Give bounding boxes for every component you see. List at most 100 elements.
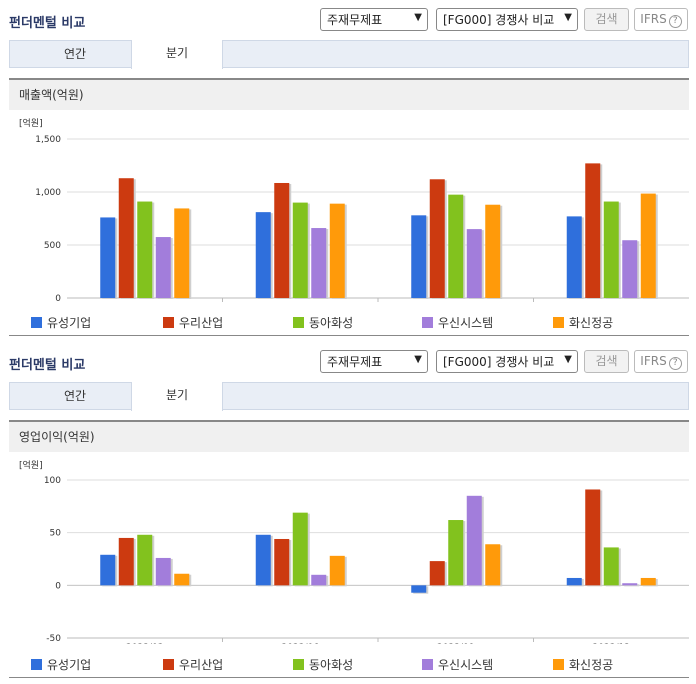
legend-swatch <box>553 659 564 670</box>
x-tick-label: 2023/03 <box>126 643 163 644</box>
legend-label: 우리산업 <box>179 316 224 330</box>
search-button[interactable]: 검색 <box>584 8 629 31</box>
bar[interactable] <box>292 202 308 298</box>
bar[interactable] <box>485 544 501 586</box>
peer-group-value: [FG000] 경쟁사 비교 <box>443 355 555 369</box>
legend-item[interactable]: 화신정공 <box>553 656 613 673</box>
bar[interactable] <box>429 179 445 298</box>
peer-group-select[interactable]: [FG000] 경쟁사 비교 ▼ <box>436 350 578 373</box>
period-tabs: 연간 분기 <box>9 382 689 411</box>
statement-type-value: 주재무제표 <box>327 355 383 369</box>
bar[interactable] <box>466 229 482 298</box>
ifrs-label: IFRS <box>640 12 667 26</box>
bar[interactable] <box>640 577 656 586</box>
legend-swatch <box>422 659 433 670</box>
legend-label: 유성기업 <box>47 658 92 672</box>
legend-item[interactable]: 우리산업 <box>163 314 223 331</box>
unit-label: [억원] <box>19 117 43 129</box>
revenue-bar-chart: [억원]05001,0001,5002023/032023/062023/092… <box>19 117 689 302</box>
x-tick-label: 2023/12 <box>593 643 630 644</box>
legend-item[interactable]: 동아화성 <box>293 314 353 331</box>
ifrs-button[interactable]: IFRS? <box>634 350 688 373</box>
bar[interactable] <box>448 194 464 298</box>
bar[interactable] <box>603 547 619 586</box>
legend-label: 유성기업 <box>47 316 92 330</box>
bar[interactable] <box>174 208 190 298</box>
bar[interactable] <box>603 201 619 298</box>
bar[interactable] <box>274 538 290 586</box>
bar[interactable] <box>429 561 445 586</box>
bar[interactable] <box>585 489 601 586</box>
bar[interactable] <box>411 215 427 298</box>
y-tick-label: 1,500 <box>35 135 61 145</box>
tab-quarterly[interactable]: 분기 <box>131 382 223 411</box>
bar[interactable] <box>137 534 153 586</box>
legend-item[interactable]: 동아화성 <box>293 656 353 673</box>
legend-item[interactable]: 우신시스템 <box>422 314 493 331</box>
legend-item[interactable]: 우신시스템 <box>422 656 493 673</box>
legend-swatch <box>163 317 174 328</box>
bar[interactable] <box>411 585 427 593</box>
y-tick-label: 500 <box>44 241 61 251</box>
bar[interactable] <box>585 163 601 298</box>
legend-item[interactable]: 유성기업 <box>31 314 91 331</box>
tab-annual[interactable]: 연간 <box>63 389 87 403</box>
bar[interactable] <box>100 554 116 586</box>
ifrs-label: IFRS <box>640 354 667 368</box>
legend-swatch <box>553 317 564 328</box>
statement-type-select[interactable]: 주재무제표 ▼ <box>320 350 428 373</box>
statement-type-select[interactable]: 주재무제표 ▼ <box>320 8 428 31</box>
bar[interactable] <box>566 216 582 298</box>
legend-swatch <box>422 317 433 328</box>
bar[interactable] <box>622 240 638 298</box>
bar[interactable] <box>466 495 482 586</box>
bar[interactable] <box>137 201 153 298</box>
search-button[interactable]: 검색 <box>584 350 629 373</box>
bar[interactable] <box>566 577 582 586</box>
y-tick-label: 1,000 <box>35 188 61 198</box>
y-tick-label: 0 <box>55 581 61 591</box>
legend-swatch <box>293 659 304 670</box>
tab-quarterly[interactable]: 분기 <box>131 40 223 69</box>
bar[interactable] <box>255 212 271 298</box>
bar[interactable] <box>274 182 290 298</box>
panel-title: 영업이익(억원) <box>9 422 689 452</box>
bar[interactable] <box>485 204 501 298</box>
legend-item[interactable]: 화신정공 <box>553 314 613 331</box>
help-icon[interactable]: ? <box>668 15 682 28</box>
fundamental-section-revenue: 펀더멘털 비교 주재무제표 ▼ [FG000] 경쟁사 비교 ▼ 검색 IFRS? … <box>0 0 696 340</box>
bar[interactable] <box>118 537 134 586</box>
bar[interactable] <box>448 520 464 586</box>
bar[interactable] <box>329 555 345 586</box>
chart-panel: 영업이익(억원) [억원] -50 0 50 100 2023/03 2023/06 2023… <box>9 420 689 678</box>
tab-annual[interactable]: 연간 <box>63 47 87 61</box>
section-title: 펀더멘털 비교 <box>9 358 86 373</box>
bar[interactable] <box>640 193 656 298</box>
legend-swatch <box>293 317 304 328</box>
bar[interactable] <box>329 203 345 298</box>
legend-label: 동아화성 <box>309 658 354 672</box>
help-icon[interactable]: ? <box>668 357 682 370</box>
bar[interactable] <box>100 217 116 298</box>
bar[interactable] <box>622 583 638 586</box>
legend-item[interactable]: 우리산업 <box>163 656 223 673</box>
bar[interactable] <box>292 512 308 586</box>
chevron-down-icon: ▼ <box>414 354 422 365</box>
bar[interactable] <box>155 237 171 298</box>
legend-item[interactable]: 유성기업 <box>31 656 91 673</box>
bar[interactable] <box>118 178 134 298</box>
peer-group-select[interactable]: [FG000] 경쟁사 비교 ▼ <box>436 8 578 31</box>
unit-label: [억원] <box>19 459 43 471</box>
bar[interactable] <box>311 574 327 586</box>
legend-label: 동아화성 <box>309 316 354 330</box>
legend-swatch <box>31 317 42 328</box>
bar[interactable] <box>311 228 327 298</box>
bar[interactable] <box>174 573 190 586</box>
bar[interactable] <box>255 534 271 586</box>
y-tick-label: -50 <box>46 634 61 644</box>
chart-panel: 매출액(억원) [억원]05001,0001,5002023/032023/06… <box>9 78 689 336</box>
legend-label: 화신정공 <box>569 316 614 330</box>
bar[interactable] <box>155 557 171 586</box>
x-tick-label: 2023/09 <box>437 643 475 644</box>
ifrs-button[interactable]: IFRS? <box>634 8 688 31</box>
